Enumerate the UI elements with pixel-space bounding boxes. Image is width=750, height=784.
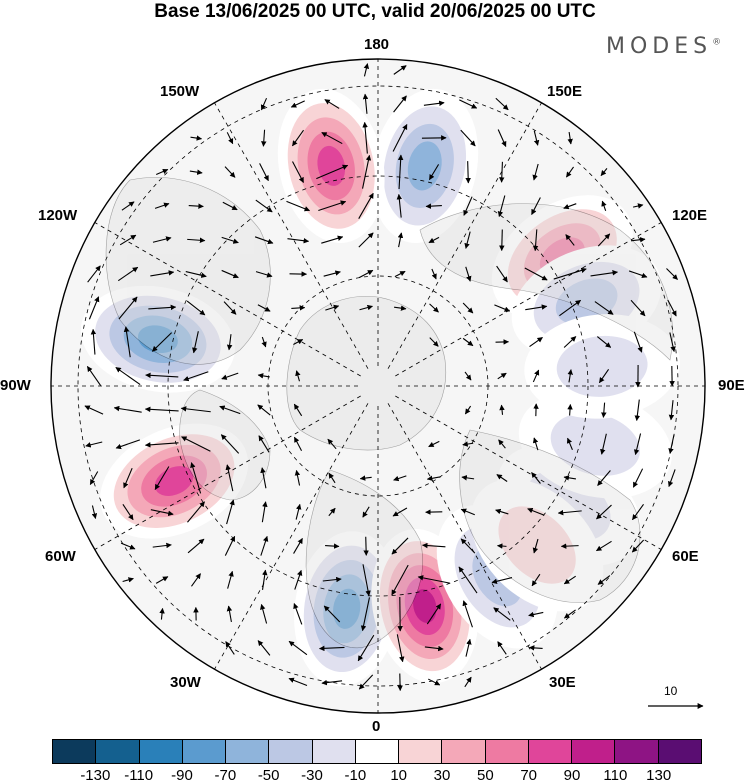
lon-label-150e: 150E — [547, 84, 582, 100]
lon-label-30w: 30W — [170, 675, 201, 691]
lon-label-150w: 150W — [160, 84, 199, 100]
lon-label-60w: 60W — [45, 549, 76, 565]
colorbar-tick-label: -30 — [301, 767, 323, 784]
colorbar-tick-label: -50 — [258, 767, 280, 784]
colorbar-swatch — [313, 740, 356, 763]
lon-label-30e: 30E — [549, 675, 576, 691]
colorbar-swatch — [356, 740, 399, 763]
lon-label-120e: 120E — [672, 208, 707, 224]
colorbar-tick-label: -10 — [344, 767, 366, 784]
vector-scale-label: 10 — [664, 684, 677, 698]
wind-vector — [366, 537, 367, 556]
lon-label-90w: 90W — [0, 378, 31, 394]
colorbar-tick-label: 30 — [434, 767, 451, 784]
colorbar-tick-label: -90 — [171, 767, 193, 784]
colorbar-tick-label: -130 — [80, 767, 110, 784]
colorbar-tick-label: -110 — [124, 767, 153, 784]
colorbar-tick-label: 50 — [477, 767, 494, 784]
wind-vector — [468, 161, 469, 183]
lon-label-0: 0 — [372, 719, 380, 735]
colorbar-swatch — [183, 740, 226, 763]
lon-label-180: 180 — [364, 37, 389, 53]
colorbar-swatch — [572, 740, 615, 763]
lon-label-60e: 60E — [672, 549, 699, 565]
colorbar-tick-label: 10 — [390, 767, 407, 784]
wind-vector — [502, 230, 503, 251]
colorbar-swatch — [442, 740, 485, 763]
colorbar-swatch — [269, 740, 312, 763]
colorbar-swatch — [615, 740, 658, 763]
colorbar-swatch — [529, 740, 572, 763]
lon-label-90e: 90E — [718, 378, 745, 394]
colorbar-swatch — [486, 740, 529, 763]
lon-label-120w: 120W — [38, 208, 77, 224]
colorbar-tick-label: 110 — [603, 767, 627, 784]
colorbar-swatch — [140, 740, 183, 763]
colorbar — [52, 739, 702, 764]
polar-map — [0, 0, 750, 735]
land-area — [287, 296, 446, 450]
colorbar-swatch — [226, 740, 269, 763]
wind-vector — [561, 546, 578, 547]
colorbar-swatch — [96, 740, 139, 763]
colorbar-swatch — [659, 740, 701, 763]
wind-vector — [498, 546, 507, 547]
colorbar-tick-label: 130 — [646, 767, 671, 784]
colorbar-swatch — [399, 740, 442, 763]
colorbar-tick-label: -70 — [214, 767, 236, 784]
colorbar-swatch — [53, 740, 96, 763]
colorbar-tick-label: 70 — [520, 767, 537, 784]
colorbar-tick-label: 90 — [564, 767, 581, 784]
